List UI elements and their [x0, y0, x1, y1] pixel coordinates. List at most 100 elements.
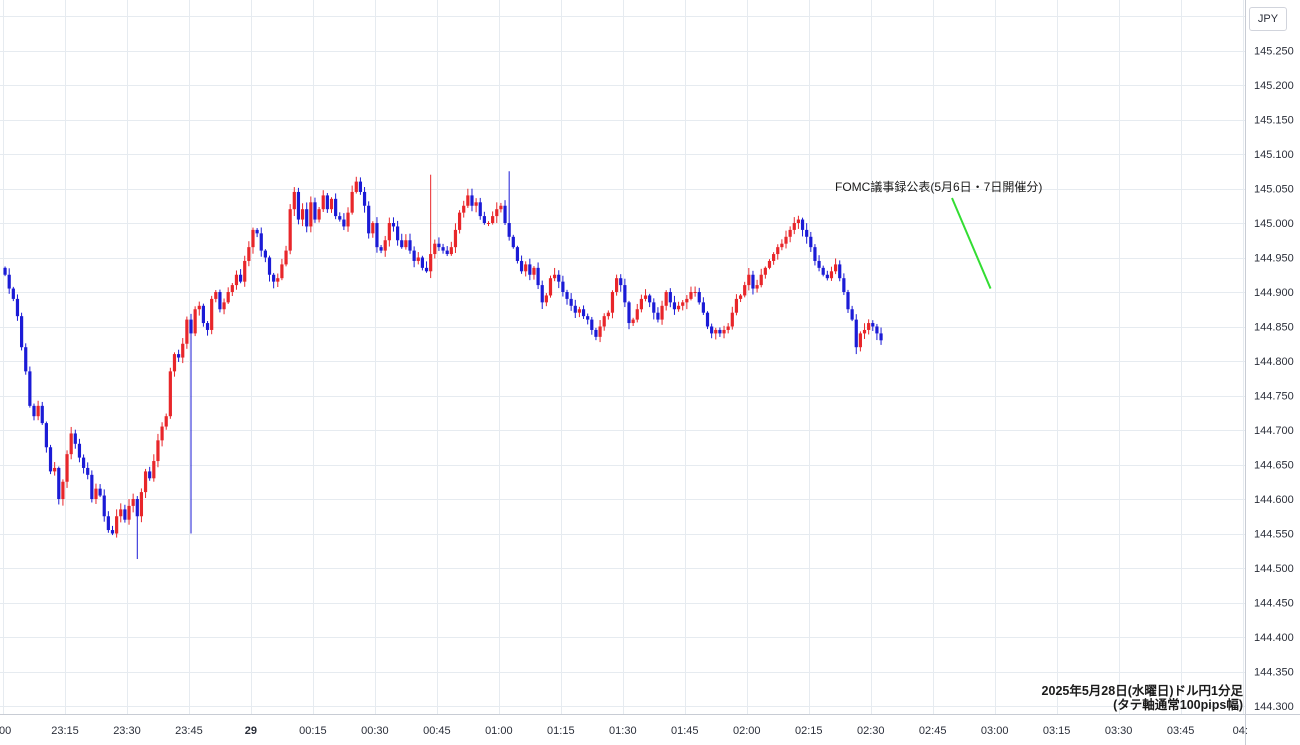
candle-body	[226, 292, 230, 303]
candle-body	[701, 302, 705, 313]
candle-body	[400, 240, 404, 248]
candle-body	[185, 319, 189, 344]
price-tick-label: 145.150	[1254, 115, 1294, 127]
candle	[420, 255, 424, 271]
candle-body	[127, 505, 131, 520]
candle	[338, 212, 342, 222]
candle	[619, 274, 623, 292]
candle	[284, 245, 288, 267]
candle	[36, 400, 40, 421]
candle-body	[610, 292, 615, 313]
candle-body	[375, 223, 379, 248]
candle-body	[685, 298, 689, 303]
candle	[321, 190, 325, 212]
candle	[842, 273, 846, 296]
candle-body	[569, 298, 573, 306]
candle	[507, 171, 511, 241]
time-tick-label: 23:30	[113, 725, 141, 737]
candle	[7, 268, 11, 294]
fomc-annotation-arrow	[951, 197, 992, 289]
candle	[280, 258, 284, 281]
time-tick-label: 01:45	[671, 725, 699, 737]
price-tick-label: 144.900	[1254, 287, 1294, 299]
price-tick-label: 144.300	[1254, 701, 1294, 713]
candle-body	[53, 467, 57, 472]
candle	[685, 295, 689, 310]
candle-body	[19, 316, 24, 348]
candle	[499, 202, 503, 213]
candle-body	[437, 243, 441, 248]
candle-body	[573, 305, 577, 313]
candle	[396, 220, 400, 246]
candle	[879, 327, 883, 345]
time-tick-label: 01:15	[547, 725, 575, 737]
candle-body	[548, 278, 553, 296]
candle-body	[862, 329, 867, 334]
candle	[441, 243, 445, 254]
candle	[305, 202, 309, 233]
candle-body	[507, 223, 511, 237]
time-tick-label: 01:00	[485, 725, 513, 737]
candle	[743, 281, 747, 298]
candle-body	[598, 326, 602, 337]
candle	[168, 367, 172, 419]
candle-body	[40, 405, 44, 424]
candle-body	[627, 302, 631, 324]
candle-body	[846, 292, 850, 310]
candle-body	[305, 209, 309, 227]
candle-body	[255, 229, 259, 234]
candle-body	[759, 274, 763, 286]
candle	[829, 266, 834, 281]
candle	[218, 289, 222, 313]
annotation-layer: FOMC議事録公表(5月6日・7日開催分)	[835, 179, 1042, 289]
time-tick-label: 03:00	[981, 725, 1009, 737]
candle	[98, 484, 102, 498]
candle-body	[536, 267, 540, 286]
candle-body	[317, 209, 321, 220]
candle	[805, 223, 809, 244]
candle-body	[11, 288, 15, 299]
candle-body	[263, 250, 267, 258]
candle	[511, 234, 515, 249]
price-tick-label: 144.850	[1254, 322, 1294, 334]
candle-body	[854, 319, 858, 348]
price-tick-label: 144.450	[1254, 598, 1294, 610]
candle	[809, 231, 813, 252]
candle	[131, 493, 135, 513]
candle	[652, 298, 656, 320]
candle-body	[201, 305, 206, 324]
candle	[598, 320, 602, 343]
candle-body	[272, 274, 276, 282]
candle	[48, 444, 53, 475]
currency-label[interactable]: JPY	[1249, 7, 1287, 31]
candle	[606, 310, 610, 320]
candle	[362, 187, 367, 213]
candle-body	[606, 312, 610, 317]
candle-body	[652, 302, 656, 313]
candle	[110, 525, 115, 536]
candle	[767, 259, 772, 270]
candle	[557, 270, 561, 289]
candle	[358, 177, 363, 195]
candle-body	[325, 195, 329, 210]
candle	[156, 433, 160, 468]
candle-body	[780, 243, 784, 248]
candle-body	[565, 292, 569, 299]
candle	[561, 275, 565, 297]
candle-body	[681, 302, 685, 306]
price-tick-label: 145.250	[1254, 46, 1294, 58]
candle-body	[813, 247, 817, 261]
candle-body	[267, 257, 272, 275]
candle	[433, 239, 437, 259]
candle-body	[730, 312, 734, 327]
candle	[445, 246, 449, 257]
candle	[263, 249, 267, 263]
candle-body	[784, 236, 788, 244]
candle-body	[722, 329, 726, 334]
time-tick-label: 02:30	[857, 725, 885, 737]
candle	[222, 298, 226, 315]
candle	[24, 343, 28, 375]
candle	[672, 295, 677, 315]
